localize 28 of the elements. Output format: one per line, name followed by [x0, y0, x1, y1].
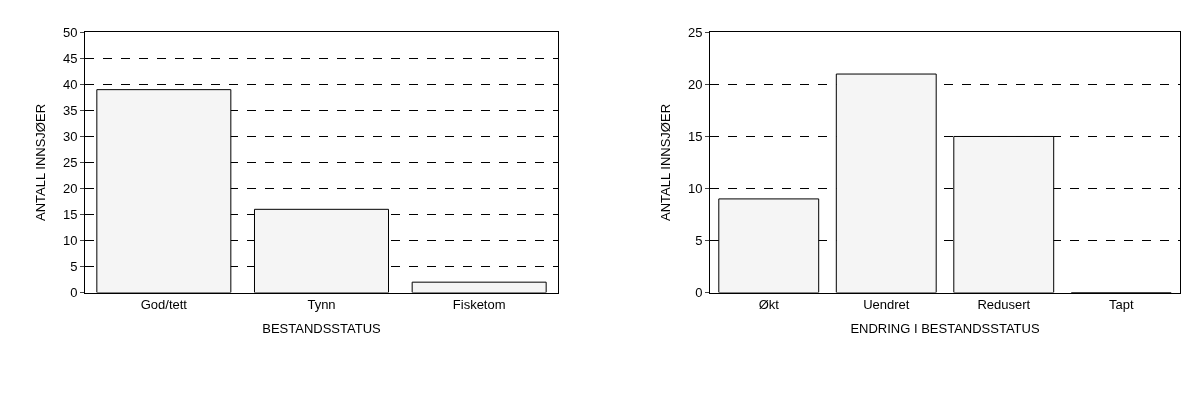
x-tick-label: Fisketom — [452, 297, 506, 313]
y-axis-title: ANTALL INNSJØER — [32, 103, 48, 221]
y-tick-label: 20 — [62, 181, 78, 197]
x-tick-label: Redusert — [977, 297, 1031, 313]
y-tick-label: 25 — [62, 155, 78, 171]
x-axis-title: ENDRING I BESTANDSSTATUS — [850, 320, 1040, 336]
y-axis-title: ANTALL INNSJØER — [657, 103, 673, 221]
x-tick-label: Tapt — [1108, 297, 1134, 313]
y-tick-label: 25 — [687, 24, 703, 40]
x-tick-label: God/tett — [140, 297, 188, 313]
x-tick-label: Økt — [758, 297, 780, 313]
y-tick-label: 50 — [62, 24, 78, 40]
y-tick-label: 30 — [62, 129, 78, 145]
y-tick-label: 5 — [695, 233, 703, 249]
y-tick-label: 20 — [687, 76, 703, 92]
x-tick-label: Tynn — [307, 297, 336, 313]
y-tick-label: 15 — [687, 129, 703, 145]
y-tick-label: 10 — [687, 181, 703, 197]
x-tick-label: Uendret — [863, 297, 910, 313]
y-tick-label: 5 — [70, 259, 78, 275]
y-tick-label: 0 — [695, 285, 703, 301]
y-tick-label: 45 — [62, 50, 78, 66]
y-tick-label: 35 — [62, 103, 78, 119]
y-tick-label: 15 — [62, 207, 78, 223]
y-tick-label: 0 — [70, 285, 78, 301]
x-axis-title: BESTANDSSTATUS — [262, 320, 382, 336]
y-tick-label: 40 — [62, 76, 78, 92]
y-tick-label: 10 — [62, 233, 78, 249]
